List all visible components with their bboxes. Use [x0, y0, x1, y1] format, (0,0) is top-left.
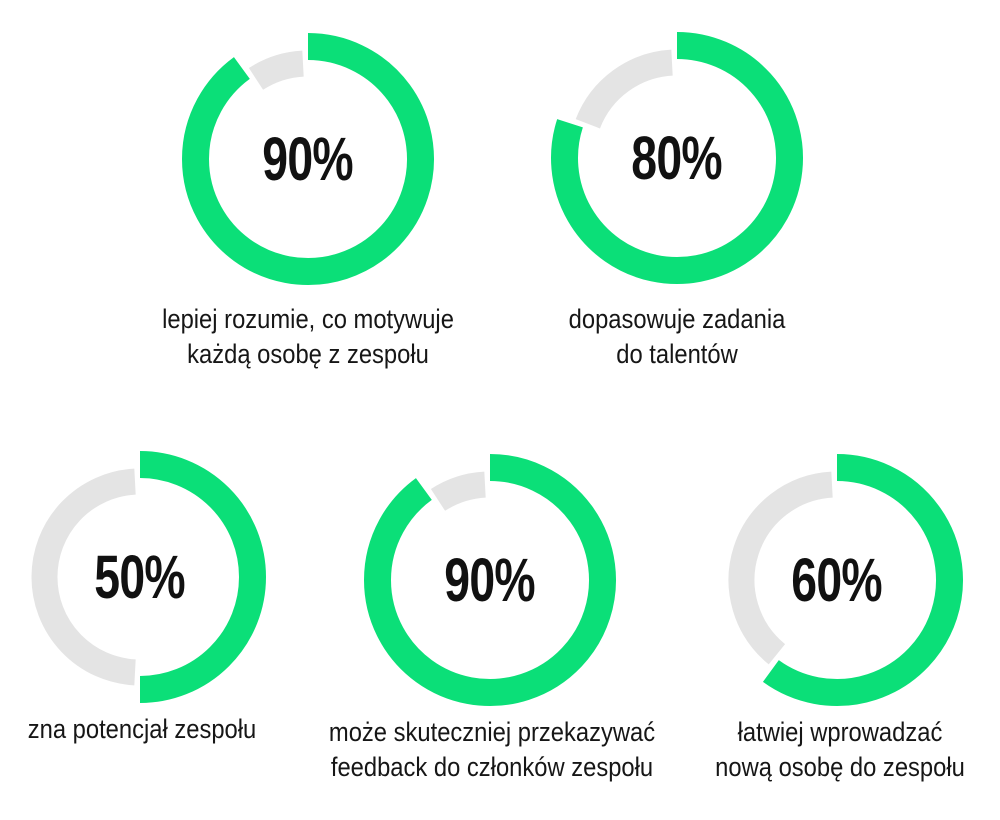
caption-line: zna potencjał zespołu [27, 714, 257, 744]
donut-chart-2 [551, 32, 803, 284]
caption-4: może skuteczniej przekazywać feedback do… [302, 715, 682, 785]
caption-line: nową osobę do zespołu [715, 752, 965, 782]
caption-2: dopasowuje zadania do talentów [517, 302, 837, 372]
progress-arc [551, 32, 803, 284]
progress-arc [364, 454, 616, 706]
donut-chart-5 [728, 454, 963, 706]
track-arc [248, 50, 305, 91]
caption-line: do talentów [616, 339, 738, 369]
caption-line: może skuteczniej przekazywać [328, 717, 656, 747]
caption-line: lepiej rozumie, co motywuje [162, 304, 454, 334]
caption-3: zna potencjał zespołu [0, 712, 302, 747]
donut-chart-1 [182, 33, 434, 285]
track-arc [430, 471, 487, 512]
progress-arc [139, 451, 266, 703]
track-arc [575, 49, 674, 129]
caption-line: łatwiej wprowadzać [737, 717, 943, 747]
caption-1: lepiej rozumie, co motywuje każdą osobę … [128, 302, 488, 372]
progress-arc [182, 33, 434, 285]
progress-arc [762, 454, 963, 706]
caption-line: feedback do członków zespołu [330, 752, 654, 782]
donut-chart-4 [364, 454, 616, 706]
caption-line: dopasowuje zadania [568, 304, 786, 334]
caption-line: każdą osobę z zespołu [187, 339, 429, 369]
track-arc [31, 468, 136, 686]
track-arc [728, 471, 834, 665]
donut-chart-3 [31, 451, 266, 703]
caption-5: łatwiej wprowadzać nową osobę do zespołu [670, 715, 1000, 785]
